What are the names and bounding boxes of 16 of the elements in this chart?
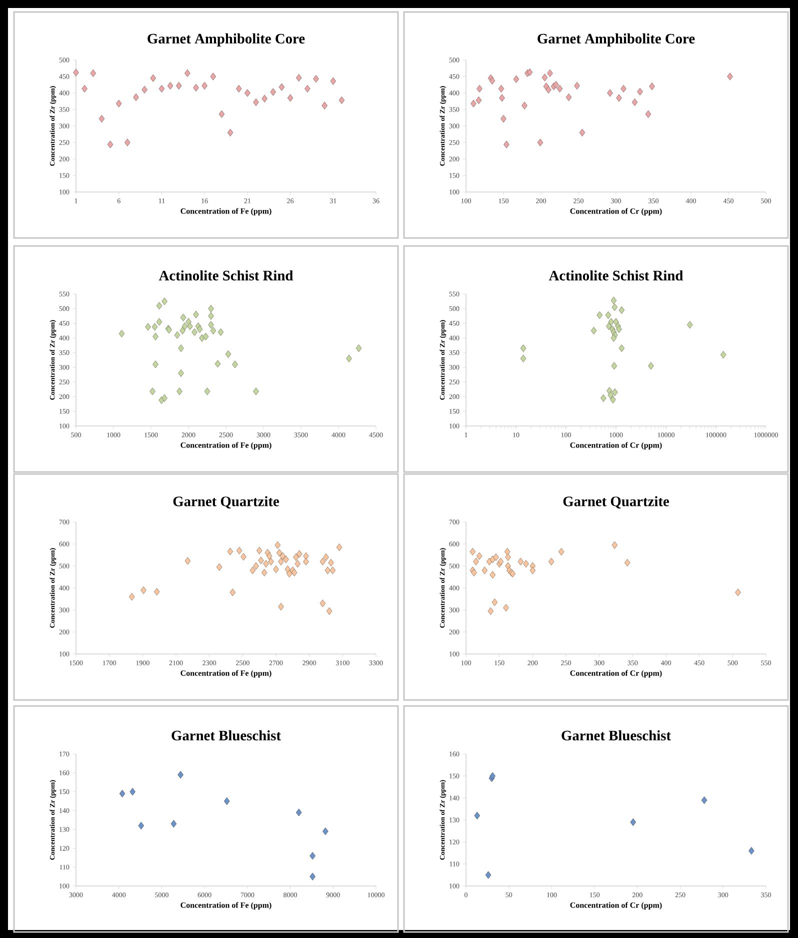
x-axis-title: Concentration of Cr (ppm): [570, 670, 662, 678]
x-axis-title: Concentration of Fe (ppm): [180, 442, 272, 450]
x-axis-title: Concentration of Fe (ppm): [180, 902, 272, 910]
x-axis-title: Concentration of Cr (ppm): [570, 208, 662, 216]
chart-title: Actinolite Schist Rind: [158, 270, 294, 280]
x-axis-title: Concentration of Fe (ppm): [180, 670, 272, 678]
x-axis-title: Concentration of Cr (ppm): [570, 902, 662, 910]
chart-title: Garnet Blueschist: [562, 730, 671, 740]
chart-title: Garnet Amphibolite Core: [148, 33, 305, 46]
x-axis-title: Concentration of Cr (ppm): [570, 442, 662, 450]
chart-title: Garnet Amphibolite Core: [538, 33, 695, 46]
chart-title: Garnet Quartzite: [173, 496, 280, 508]
chart-title: Garnet Blueschist: [172, 730, 281, 740]
chart-title: Garnet Quartzite: [563, 496, 670, 508]
x-axis-title: Concentration of Fe (ppm): [180, 208, 272, 216]
chart-title: Actinolite Schist Rind: [548, 270, 684, 280]
